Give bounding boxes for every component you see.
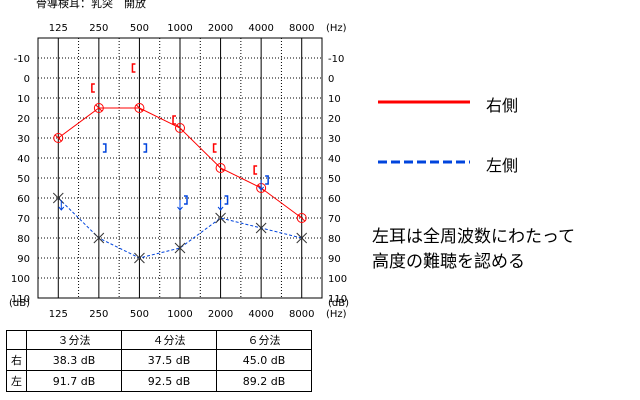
y-tick-label-right: 100 (328, 274, 347, 285)
bone-conduction-left-mark (102, 143, 107, 153)
data-point-left (296, 232, 308, 244)
y-tick-label-left: 90 (17, 254, 30, 265)
x-tick-label-top: 1000 (167, 23, 192, 34)
x-tick-label-bottom: 500 (130, 309, 149, 320)
bone-conduction-right-mark (131, 63, 136, 73)
x-tick-label-top: 250 (89, 23, 108, 34)
table-row-label: 左 (6, 370, 27, 392)
bone-conduction-right-mark (91, 83, 95, 93)
y-unit-label-left: (dB) (9, 298, 30, 309)
bone-conduction-left-mark (265, 175, 269, 185)
finding-note-line1: 左耳は全周波数にわたって (372, 227, 576, 247)
bone-conduction-left-mark (184, 195, 188, 205)
table-header-cell: ６分法 (216, 330, 312, 350)
x-tick-label-bottom: 8000 (289, 309, 314, 320)
data-point-right (296, 213, 307, 223)
bone-conduction-right-mark (172, 115, 176, 125)
x-unit-label-bottom: (Hz) (326, 309, 347, 320)
data-point-left (255, 222, 267, 234)
table-header-cell: ３分法 (26, 330, 122, 350)
y-tick-label-left: 70 (17, 214, 30, 225)
scale-out-arrow (217, 200, 224, 211)
y-tick-label-right: 0 (328, 74, 334, 85)
x-tick-label-top: 2000 (208, 23, 233, 34)
y-tick-label-left: 60 (17, 194, 30, 205)
x-tick-label-top: 8000 (289, 23, 314, 34)
y-tick-label-left: 40 (17, 154, 30, 165)
x-tick-label-bottom: 125 (49, 309, 68, 320)
y-tick-label-right: 90 (328, 254, 341, 265)
chart-header: 骨導検耳：乳突 開放 (36, 0, 146, 10)
bone-conduction-left-mark (143, 143, 148, 153)
y-tick-label-right: 20 (328, 114, 341, 125)
table-row: 左 91.7 dB 92.5 dB 89.2 dB (6, 370, 312, 392)
y-tick-label-left: 100 (11, 274, 30, 285)
average-hearing-table: ３分法 ４分法 ６分法 右 38.3 dB 37.5 dB 45.0 dB 左 … (6, 330, 312, 392)
table-cell: 92.5 dB (121, 370, 217, 392)
y-tick-label-left: 20 (17, 114, 30, 125)
data-point-left (93, 232, 105, 244)
y-tick-label-left: 0 (24, 74, 30, 85)
table-header-row: ３分法 ４分法 ６分法 (6, 330, 312, 350)
x-tick-label-bottom: 4000 (248, 309, 273, 320)
scale-out-arrow (58, 200, 65, 211)
table-cell: 89.2 dB (216, 370, 312, 392)
legend-left-label: 左側 (486, 156, 519, 175)
data-point-left (215, 212, 226, 224)
x-unit-label-top: (Hz) (326, 23, 347, 34)
y-tick-label-left: 110 (11, 294, 30, 305)
y-tick-label-left: 50 (17, 174, 30, 185)
y-tick-label-left: 80 (17, 234, 30, 245)
y-tick-label-right: 50 (328, 174, 341, 185)
y-unit-label-right: (dB) (328, 298, 349, 309)
table-row: 右 38.3 dB 37.5 dB 45.0 dB (6, 349, 312, 371)
table-row-label: 右 (6, 349, 27, 371)
y-tick-label-right: 60 (328, 194, 341, 205)
table-cell: 37.5 dB (121, 349, 217, 371)
bone-conduction-right-mark (253, 165, 258, 175)
data-point-left (174, 242, 186, 254)
bone-conduction-left-mark (224, 195, 229, 205)
x-tick-label-top: 500 (130, 23, 149, 34)
data-point-right (93, 103, 104, 113)
scale-out-arrow (258, 180, 265, 191)
x-tick-label-top: 125 (49, 23, 68, 34)
table-cell: 91.7 dB (26, 370, 122, 392)
x-tick-label-bottom: 2000 (208, 309, 233, 320)
y-tick-label-left: -10 (14, 54, 30, 65)
data-point-left (134, 252, 145, 264)
y-tick-label-right: 70 (328, 214, 341, 225)
y-tick-label-left: 10 (17, 94, 30, 105)
finding-note-line2: 高度の難聴を認める (372, 252, 525, 272)
data-point-right (134, 103, 145, 113)
y-tick-label-right: 110 (328, 294, 347, 305)
y-tick-label-right: 80 (328, 234, 341, 245)
y-tick-label-right: 30 (328, 134, 341, 145)
bone-conduction-right-mark (212, 143, 217, 153)
table-corner-cell (6, 330, 27, 350)
table-cell: 38.3 dB (26, 349, 122, 371)
y-tick-label-right: -10 (328, 54, 344, 65)
y-tick-label-right: 40 (328, 154, 341, 165)
data-point-right (215, 163, 226, 173)
data-point-right (53, 133, 64, 143)
y-tick-label-right: 10 (328, 94, 341, 105)
x-tick-label-top: 4000 (248, 23, 273, 34)
x-tick-label-bottom: 1000 (167, 309, 192, 320)
table-header-cell: ４分法 (121, 330, 217, 350)
table-cell: 45.0 dB (216, 349, 312, 371)
x-tick-label-bottom: 250 (89, 309, 108, 320)
y-tick-label-left: 30 (17, 134, 30, 145)
data-point-right (175, 123, 185, 133)
scale-out-arrow (177, 200, 183, 211)
legend-right-label: 右側 (486, 96, 519, 115)
